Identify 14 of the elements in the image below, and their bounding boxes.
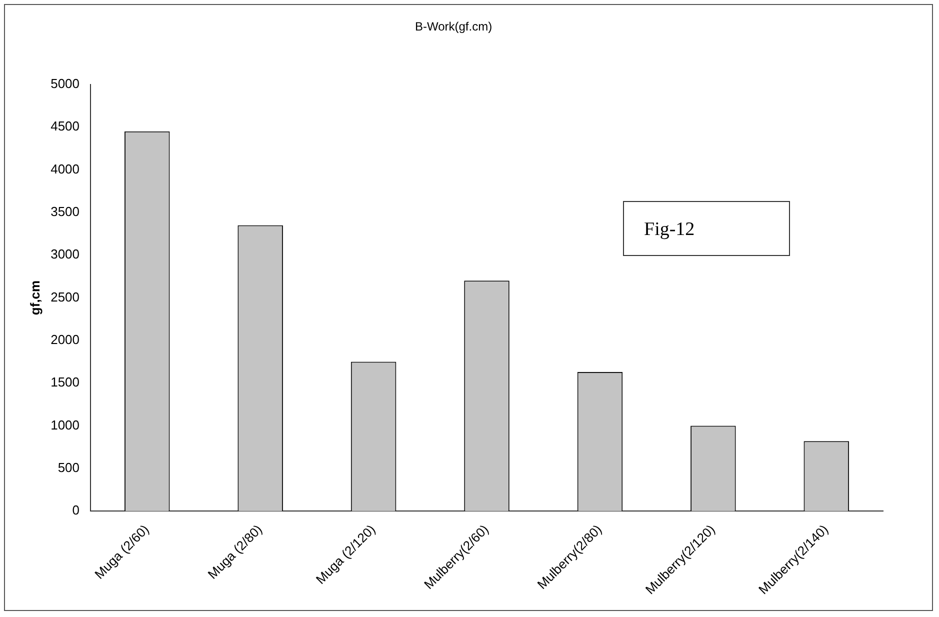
note-box: Fig-12	[623, 201, 790, 256]
chart-title: B-Work(gf.cm)	[414, 20, 492, 34]
y-tick-label: 2500	[50, 289, 80, 304]
y-tick-label: 0	[72, 502, 80, 518]
y-tick-label: 1000	[50, 417, 80, 432]
y-tick-label: 3500	[50, 204, 80, 219]
y-tick-label: 5000	[50, 76, 80, 91]
y-tick-label: 2000	[50, 332, 80, 347]
y-tick-label: 4500	[50, 118, 80, 134]
y-tick-label: 500	[58, 460, 80, 475]
y-tick-label: 3000	[50, 246, 80, 262]
y-tick-label: 1500	[50, 374, 80, 390]
y-tick-label: 4000	[50, 161, 80, 176]
y-axis-title: gf,cm	[27, 280, 42, 316]
